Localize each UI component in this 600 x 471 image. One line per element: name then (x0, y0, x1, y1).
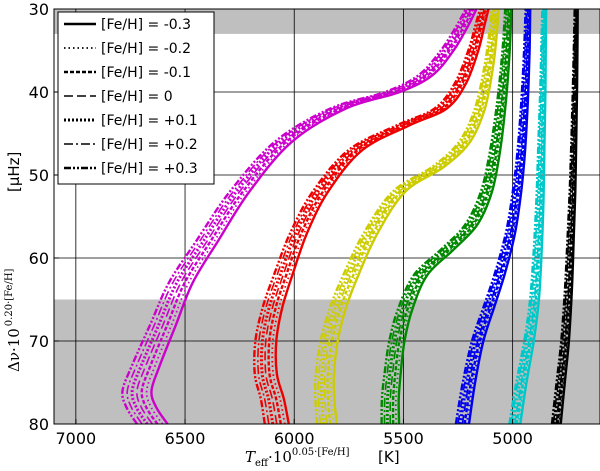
x-axis-unit: [K] (378, 448, 400, 466)
track-3-line-6 (380, 9, 507, 424)
axis-ticks: 7000 6500 6000 5500 5000 30 40 50 60 70 80 (29, 0, 533, 448)
legend-label-2: [Fe/H] = -0.1 (101, 65, 191, 81)
legend-label-1: [Fe/H] = -0.2 (101, 41, 191, 57)
track-3-line-1 (394, 9, 512, 424)
track-2-line-4 (319, 9, 496, 424)
track-5-line-2 (515, 9, 547, 424)
track-2-line-0 (332, 9, 500, 424)
track-5-line-1 (517, 9, 547, 424)
track-4-line-6 (454, 9, 527, 424)
track-2-line-5 (317, 9, 494, 424)
track-3-line-4 (385, 9, 509, 424)
track-0-line-5 (126, 9, 469, 424)
track-0-line-2 (140, 9, 474, 424)
track-1-line-5 (257, 9, 483, 424)
track-4-line-2 (463, 9, 530, 424)
x-axis-label-mid: ·10 (268, 448, 292, 466)
track-lines (121, 9, 579, 424)
track-1-line-2 (267, 9, 487, 424)
track-0-line-1 (145, 9, 476, 424)
track-0-line-4 (130, 9, 471, 424)
y-axis-label: Δν·10 0.20·[Fe/H] (4, 268, 23, 372)
legend-label-4: [Fe/H] = +0.1 (101, 113, 198, 129)
track-4-line-1 (465, 9, 531, 424)
x-tick-label: 6000 (274, 429, 315, 448)
track-0-line-0 (150, 9, 478, 424)
legend-label-0: [Fe/H] = -0.3 (101, 17, 191, 33)
track-2-line-2 (326, 9, 498, 424)
track-6-line-2 (556, 9, 578, 424)
y-axis-label-group: Δν·10 0.20·[Fe/H] [μHz] (4, 152, 23, 372)
track-4-line-4 (458, 9, 529, 424)
x-tick-label: 6500 (165, 429, 206, 448)
track-5-line-0 (519, 9, 548, 424)
x-axis-label-exp: 0.05·[Fe/H] (292, 447, 350, 458)
track-4-line-0 (467, 9, 532, 424)
track-1-line-0 (274, 9, 490, 424)
legend: [Fe/H] = -0.3 [Fe/H] = -0.2 [Fe/H] = -0.1 [… (57, 11, 215, 185)
track-1-line-3 (264, 9, 485, 424)
x-tick-label: 5500 (383, 429, 424, 448)
legend-label-3: [Fe/H] = 0 (101, 89, 173, 105)
track-5-line-4 (511, 9, 546, 424)
track-0-line-6 (121, 9, 467, 424)
legend-label-6: [Fe/H] = +0.3 (101, 161, 198, 177)
y-axis-unit: [μHz] (5, 152, 23, 192)
x-tick-label: 5000 (492, 429, 533, 448)
y-axis-label-main: Δν·10 (5, 328, 23, 372)
x-axis-label: Teff·100.05·[Fe/H] (245, 447, 350, 469)
track-3-line-5 (383, 9, 507, 424)
x-tick-label: 7000 (55, 429, 96, 448)
track-0-line-3 (136, 9, 472, 424)
track-6-line-4 (553, 9, 578, 424)
track-4-line-3 (461, 9, 529, 424)
plot-frame (53, 8, 600, 425)
legend-box (57, 11, 215, 185)
y-tick-label: 70 (29, 332, 49, 351)
y-tick-label: 50 (29, 166, 49, 185)
x-axis-label-sub: eff (255, 458, 269, 469)
track-2-line-6 (313, 9, 493, 424)
track-1-line-4 (259, 9, 485, 424)
track-1-line-1 (271, 9, 488, 424)
track-6-line-0 (559, 9, 579, 424)
track-3-line-0 (397, 9, 513, 424)
track-6-line-1 (558, 9, 579, 424)
legend-label-5: [Fe/H] = +0.2 (101, 137, 198, 153)
x-axis-label-main: T (245, 448, 256, 466)
track-6-line-6 (550, 9, 576, 424)
track-5-line-6 (508, 9, 544, 424)
y-tick-label: 30 (29, 0, 49, 19)
y-tick-label: 80 (29, 415, 49, 434)
y-axis-label-exp: 0.20·[Fe/H] (4, 268, 15, 326)
track-3-line-2 (391, 9, 511, 424)
y-tick-label: 40 (29, 83, 49, 102)
track-1-line-6 (253, 9, 482, 424)
y-tick-label: 60 (29, 249, 49, 268)
